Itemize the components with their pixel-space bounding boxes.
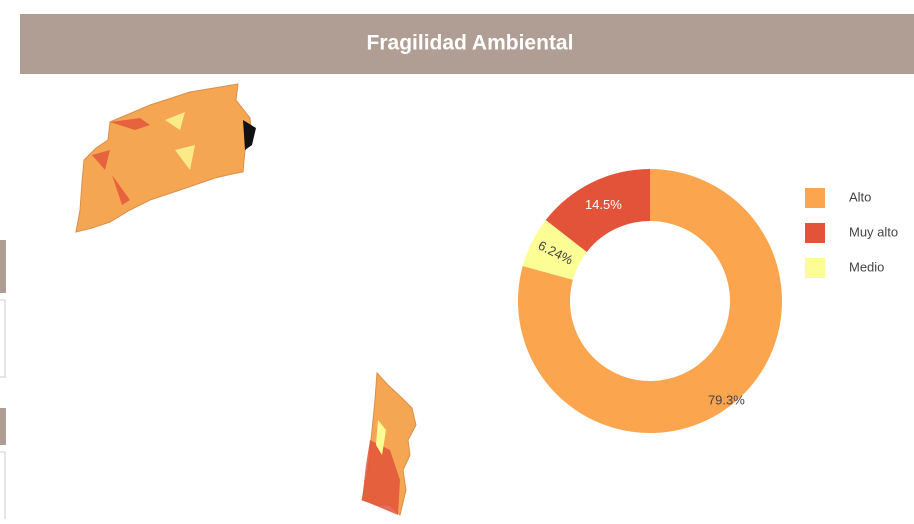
dashboard: Fragilidad Ambiental 79.3%6.24%14.5%Alto…: [0, 0, 914, 519]
side-tab: [0, 240, 6, 293]
legend-label: Alto: [849, 189, 871, 204]
legend-swatch: [805, 258, 825, 278]
data-label: 14.5%: [585, 197, 622, 212]
side-panel: [0, 300, 5, 377]
chart-title: Fragilidad Ambiental: [367, 32, 574, 55]
legend-label: Muy alto: [849, 224, 898, 239]
legend-swatch: [805, 223, 825, 243]
legend-swatch: [805, 188, 825, 208]
map: [76, 84, 416, 515]
page: {"chart_data": {"type": "pie", "title": …: [0, 0, 914, 519]
data-label: 79.3%: [708, 393, 745, 408]
legend-label: Medio: [849, 259, 884, 274]
side-tab: [0, 408, 6, 445]
map-region: [243, 120, 256, 150]
side-panel: [0, 452, 5, 519]
